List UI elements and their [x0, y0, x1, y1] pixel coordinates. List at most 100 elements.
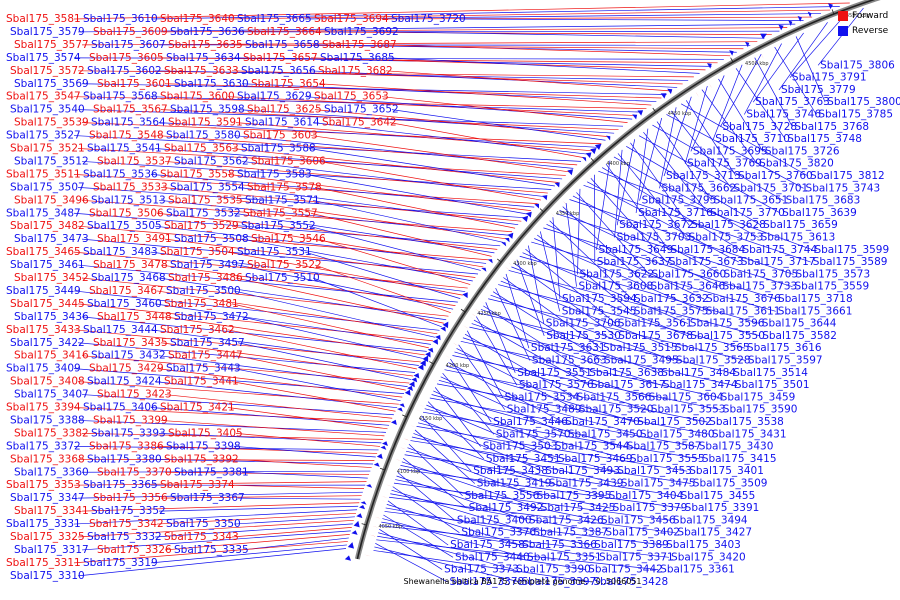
gene-label: Sbal175_3416: [14, 350, 89, 362]
gene-label: Sbal175_3785: [818, 109, 893, 121]
label-leader-line: [458, 18, 804, 21]
label-leader-line: [308, 148, 555, 187]
label-leader-line: [310, 135, 570, 173]
label-leader-line: [460, 340, 719, 398]
label-leader-line: [387, 57, 700, 74]
gene-label: Sbal175_3535: [168, 194, 243, 206]
label-leader-line: [384, 511, 665, 546]
forward-gene-feature: [660, 115, 664, 122]
gene-label: Sbal175_3472: [174, 311, 249, 323]
gene-label: Sbal175_3644: [762, 318, 837, 330]
gene-label: Sbal175_3432: [91, 350, 166, 362]
gene-label: Sbal175_3507: [10, 181, 85, 193]
gene-label: Sbal175_3332: [87, 531, 162, 543]
scale-tick-label: 4500 kbp: [745, 61, 769, 67]
gene-label: Sbal175_3512: [14, 155, 89, 167]
gene-label: Sbal175_3716: [638, 207, 713, 219]
gene-label: Sbal175_3335: [174, 544, 249, 556]
label-leader-line: [527, 245, 545, 324]
label-leader-line: [154, 225, 487, 264]
gene-label: Sbal175_3588: [241, 143, 316, 155]
label-leader-line: [233, 212, 495, 254]
gene-label: Sbal175_3520: [579, 404, 654, 416]
gene-label: Sbal175_3388: [10, 414, 85, 426]
label-leader-line: [160, 109, 619, 131]
reverse-gene-feature: [744, 41, 750, 48]
forward-gene-feature: [729, 70, 733, 77]
gene-label: Sbal175_3402: [605, 527, 680, 539]
forward-gene-feature: [460, 329, 467, 333]
gene-label: Sbal175_3806: [820, 59, 895, 71]
label-leader-line: [318, 161, 542, 201]
gene-label: Sbal175_3510: [245, 272, 320, 284]
label-leader-line: [381, 96, 628, 124]
forward-gene-feature: [723, 74, 727, 80]
gene-label: Sbal175_3493: [545, 465, 620, 477]
gene-label: Sbal175_3368: [10, 453, 85, 465]
label-leader-line: [389, 122, 586, 159]
gene-label: Sbal175_3361: [660, 564, 735, 576]
label-leader-line: [233, 290, 436, 338]
label-leader-line: [235, 355, 406, 391]
label-leader-line: [227, 174, 531, 211]
gene-label: Sbal175_3539: [14, 117, 89, 129]
gene-label: Sbal175_3673: [669, 256, 744, 268]
label-leader-line: [164, 534, 350, 551]
label-leader-line: [233, 368, 401, 402]
gene-label: Sbal175_3720: [391, 13, 466, 25]
gene-label: Sbal175_3436: [14, 311, 89, 323]
reverse-gene-feature: [442, 321, 449, 329]
forward-gene-feature: [683, 99, 688, 105]
gene-label: Sbal175_3573: [795, 268, 870, 280]
gene-label: Sbal175_3599: [814, 244, 889, 256]
gene-label: Sbal175_3812: [810, 170, 885, 182]
label-leader-line: [392, 486, 460, 533]
label-leader-line: [154, 523, 353, 538]
scale-tick-label: 4150 kbp: [419, 416, 443, 422]
forward-gene-feature: [463, 325, 469, 329]
label-leader-line: [391, 31, 765, 39]
label-leader-line: [436, 383, 710, 435]
label-leader-line: [421, 415, 472, 472]
gene-label: Sbal175_3597: [748, 355, 823, 367]
forward-gene-feature: [395, 458, 402, 462]
gene-label: Sbal175_3611: [706, 305, 781, 317]
gene-label: Sbal175_3470: [565, 416, 640, 428]
gene-label: Sbal175_3326: [97, 544, 172, 556]
label-leader-line: [374, 546, 520, 583]
gene-label: Sbal175_3504: [160, 246, 235, 258]
gene-label: Sbal175_3820: [759, 158, 834, 170]
label-leader-line: [410, 440, 691, 484]
label-leader-line: [156, 135, 578, 166]
label-leader-line: [516, 259, 545, 337]
label-leader-line: [505, 273, 530, 349]
label-leader-line: [227, 96, 637, 116]
label-leader-line: [431, 394, 625, 447]
label-leader-line: [150, 6, 840, 20]
gene-label: Sbal175_3743: [806, 182, 881, 194]
scale-tick: [402, 414, 407, 418]
gene-label: Sbal175_3695: [693, 145, 768, 157]
gene-label: Sbal175_3760: [738, 170, 813, 182]
forward-gene-feature: [654, 120, 658, 126]
label-leader-line: [241, 537, 349, 551]
gene-label: Sbal175_3630: [174, 78, 249, 90]
reverse-gene-feature: [353, 520, 360, 528]
label-leader-line: [235, 44, 744, 50]
label-leader-line: [73, 135, 582, 162]
gene-label: Sbal175_3496: [14, 194, 89, 206]
gene-label: Sbal175_3424: [87, 376, 162, 388]
gene-label: Sbal175_3503: [483, 441, 558, 453]
forward-gene-feature: [558, 204, 564, 210]
gene-label: Sbal175_3474: [663, 379, 738, 391]
label-leader-line: [81, 41, 758, 46]
scale-tick-label: 4100 kbp: [397, 469, 421, 475]
label-leader-line: [314, 187, 516, 229]
label-leader-line: [310, 212, 492, 257]
label-leader-line: [613, 156, 759, 238]
gene-label: Sbal175_3538: [709, 416, 784, 428]
label-leader-line: [77, 264, 458, 303]
gene-label: Sbal175_3687: [322, 39, 397, 51]
gene-label: Sbal175_3572: [10, 65, 85, 77]
gene-label: Sbal175_3438: [473, 465, 548, 477]
